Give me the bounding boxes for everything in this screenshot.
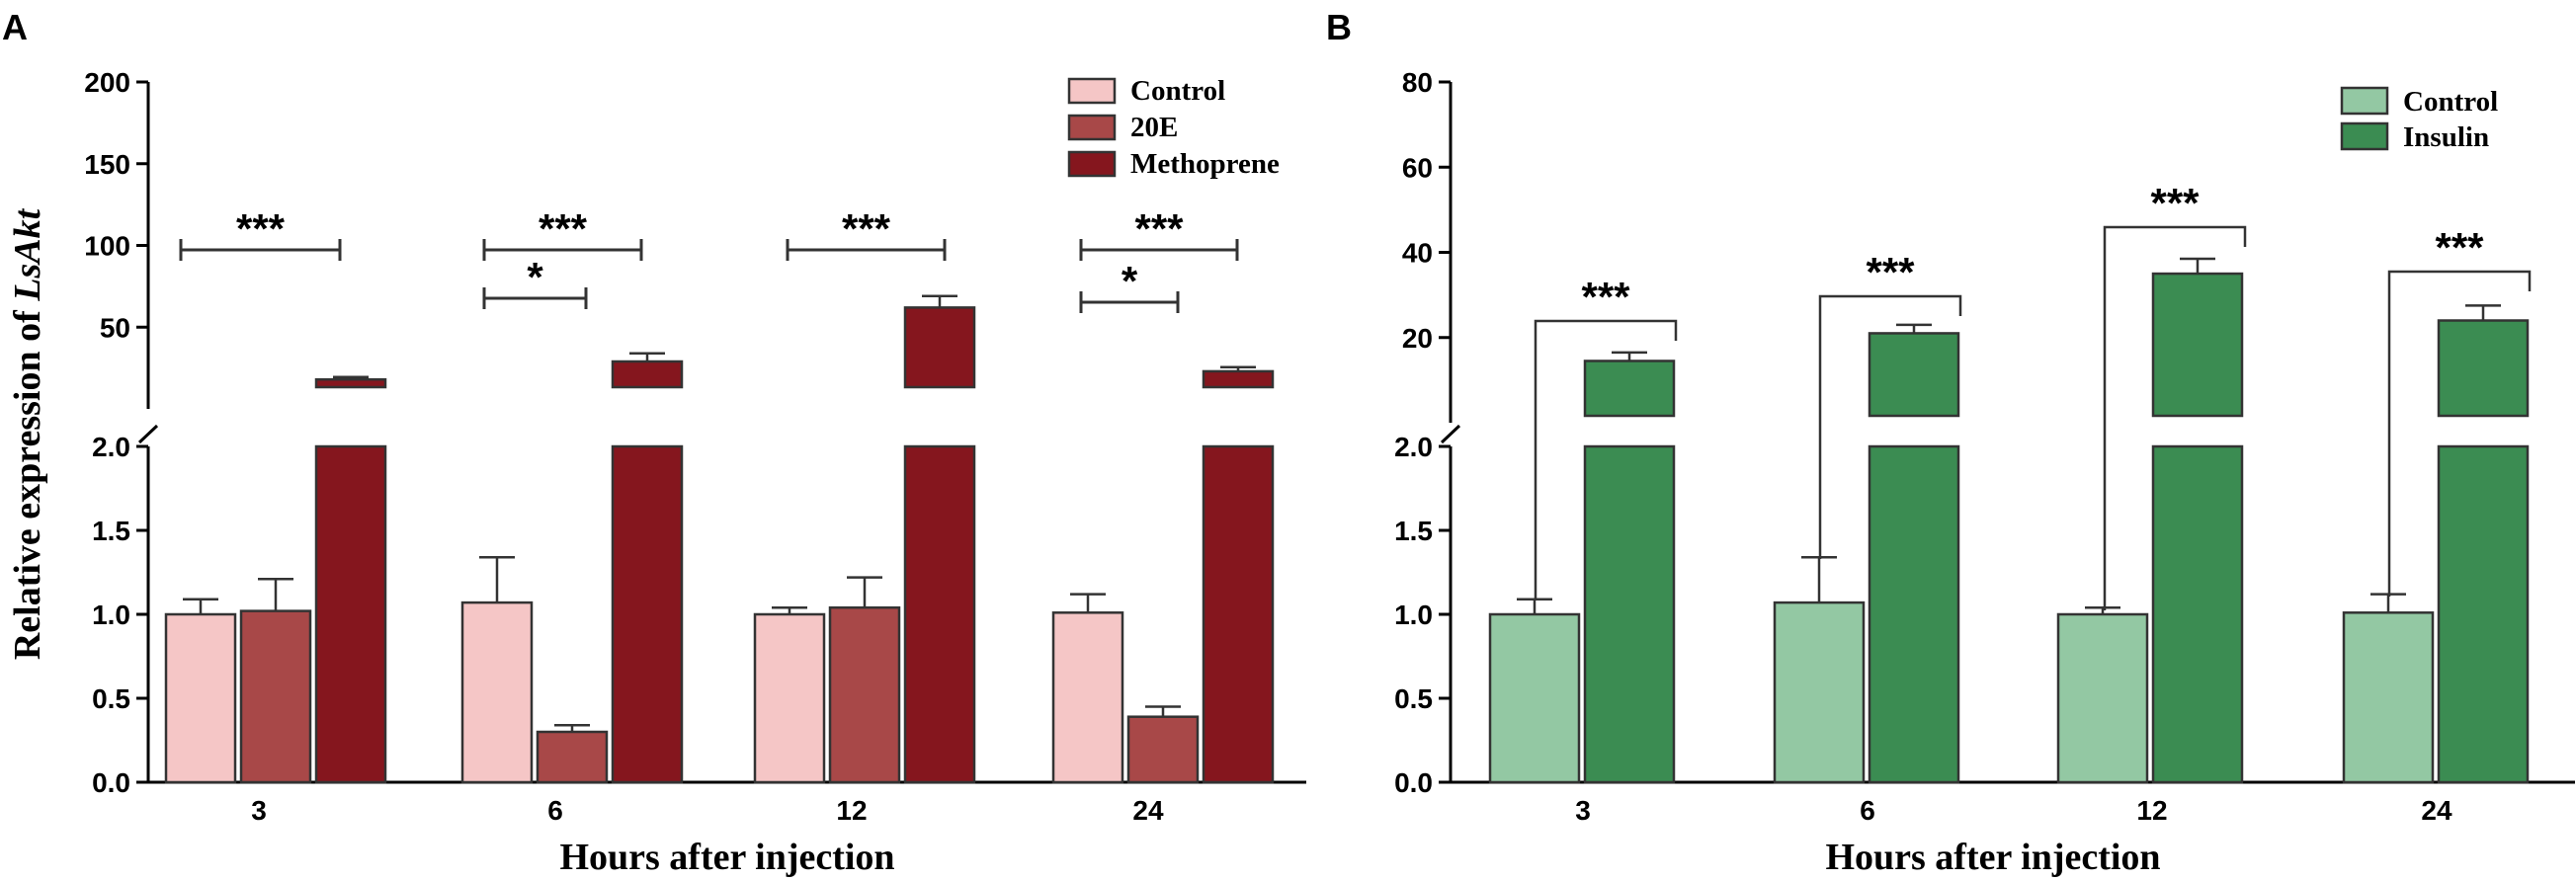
y-tick-label: 0.0 [1394, 767, 1433, 798]
bar-methoprene-24-lower [1202, 444, 1275, 784]
legend-swatch [1067, 114, 1117, 141]
x-tick-label: 6 [1860, 795, 1875, 826]
y-axis-title: Relative expression of LsAkt [7, 207, 48, 660]
bar-methoprene-6-lower [611, 444, 684, 784]
bar-insulin-12-upper [2151, 272, 2244, 418]
y-tick-label: 1.0 [1394, 600, 1433, 630]
x-tick-label: 12 [836, 795, 867, 826]
bar-insulin-24-lower [2437, 444, 2530, 784]
significance-stars: *** [1581, 274, 1630, 320]
legend-swatch [2340, 86, 2389, 116]
legend-label: Control [1130, 75, 1225, 107]
bar-20e-12 [828, 605, 901, 784]
bar-control-24 [1051, 611, 1124, 784]
bar-insulin-6-upper [1868, 332, 1960, 418]
y-tick-label: 0.5 [1394, 683, 1433, 714]
y-tick-label: 2.0 [1394, 432, 1433, 462]
y-tick-label: 200 [84, 67, 130, 98]
significance-bracket [1534, 319, 1678, 599]
legend-label: Methoprene [1130, 148, 1280, 180]
y-axis-title-text: Relative expression of [7, 301, 48, 660]
legend-swatch [1067, 77, 1117, 105]
panel-label: B [1326, 7, 1352, 47]
x-tick-label: 3 [1575, 795, 1591, 826]
x-tick-label: 3 [251, 795, 267, 826]
y-tick-label: 150 [84, 149, 130, 180]
significance-bracket [1818, 294, 1962, 559]
panel-label: A [2, 7, 28, 47]
panel-b: B 0.0 0.5 1.0 1.5 2.0 20 40 60 80 3 6 12 24 *** *** *** *… [1326, 7, 2575, 878]
x-tick-label: 24 [1132, 795, 1164, 826]
bar-methoprene-24-upper [1202, 369, 1275, 389]
y-tick-label: 1.0 [92, 600, 130, 630]
significance-stars: *** [236, 205, 286, 252]
x-tick-label: 6 [547, 795, 563, 826]
bar-control-24 [2342, 611, 2435, 784]
bar-insulin-3-upper [1583, 360, 1676, 418]
y-tick-label: 40 [1402, 238, 1433, 269]
significance-stars: *** [2435, 224, 2484, 271]
x-tick-label: 24 [2421, 795, 2452, 826]
bar-methoprene-12-upper [903, 306, 976, 389]
bar-20e-24 [1126, 715, 1200, 784]
y-tick-label: 60 [1402, 152, 1433, 183]
y-tick-label: 0.5 [92, 683, 130, 714]
axis-break-mark [1440, 424, 1461, 444]
significance-stars: *** [1866, 249, 1915, 295]
bar-control-6 [1773, 601, 1866, 784]
y-tick-label: 0.0 [92, 767, 130, 798]
bar-insulin-24-upper [2437, 319, 2530, 418]
significance-stars: *** [842, 205, 891, 252]
y-axis-title-gene: LsAkt [7, 207, 48, 301]
bar-control-3 [164, 612, 237, 784]
y-tick-label: 1.5 [1394, 516, 1433, 546]
bar-methoprene-12-lower [903, 444, 976, 784]
significance-stars: * [527, 254, 543, 300]
bar-insulin-12-lower [2151, 444, 2244, 784]
x-tick-label: 12 [2136, 795, 2167, 826]
y-tick-label: 50 [100, 312, 130, 343]
significance-bracket [2387, 270, 2532, 597]
bar-20e-6 [536, 730, 609, 784]
legend-swatch [2340, 121, 2389, 151]
bar-insulin-6-lower [1868, 444, 1960, 784]
y-tick-label: 100 [84, 231, 130, 262]
significance-stars: *** [1134, 205, 1184, 252]
bar-control-12 [753, 612, 826, 784]
significance-bracket [2103, 225, 2247, 610]
y-tick-label: 2.0 [92, 432, 130, 462]
bar-methoprene-3-lower [314, 444, 387, 784]
legend-label: 20E [1130, 112, 1178, 143]
y-tick-label: 20 [1402, 323, 1433, 354]
significance-stars: *** [2150, 180, 2200, 226]
bar-control-12 [2056, 612, 2149, 784]
significance-stars: *** [539, 205, 588, 252]
legend-label: Insulin [2403, 121, 2489, 153]
axis-break-mark [137, 424, 159, 444]
y-tick-label: 80 [1402, 67, 1433, 98]
legend-swatch [1067, 150, 1117, 178]
bar-insulin-3-lower [1583, 444, 1676, 784]
bar-methoprene-3-upper [314, 377, 387, 389]
y-tick-label: 1.5 [92, 516, 130, 546]
x-axis-title: Hours after injection [559, 837, 894, 878]
bar-methoprene-6-upper [611, 360, 684, 389]
bar-20e-3 [239, 609, 312, 784]
bar-control-3 [1488, 612, 1581, 784]
x-axis-title: Hours after injection [1825, 837, 2160, 878]
significance-stars: * [1122, 258, 1138, 304]
legend-label: Control [2403, 86, 2498, 118]
bar-control-6 [460, 601, 534, 784]
